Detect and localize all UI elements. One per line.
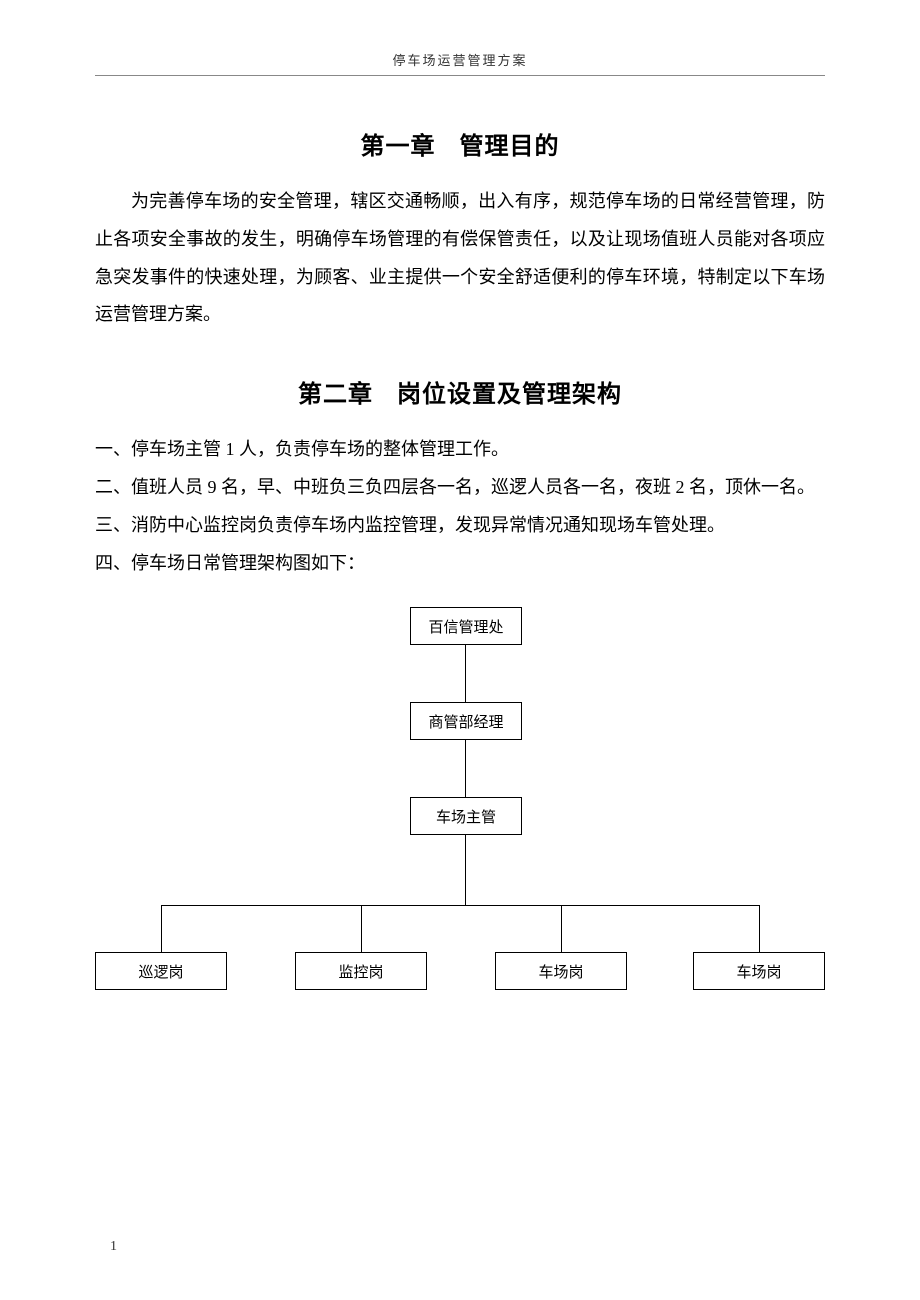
page-header-title: 停车场运营管理方案 bbox=[95, 50, 825, 69]
org-connector-6 bbox=[561, 905, 562, 952]
chapter-2-item-4: 四、停车场日常管理架构图如下： bbox=[95, 545, 825, 583]
org-node-leaf3: 车场岗 bbox=[495, 952, 627, 990]
org-node-leaf2: 监控岗 bbox=[295, 952, 427, 990]
header-divider bbox=[95, 75, 825, 76]
org-node-level3: 车场主管 bbox=[410, 797, 522, 835]
chapter-1-heading: 第一章管理目的 bbox=[95, 126, 825, 161]
org-connector-5 bbox=[361, 905, 362, 952]
org-connector-2 bbox=[465, 835, 466, 905]
org-connector-4 bbox=[161, 905, 162, 952]
org-chart: 百信管理处商管部经理车场主管巡逻岗 监控岗 车场岗 车场岗 bbox=[95, 607, 825, 997]
chapter-1-paragraph: 为完善停车场的安全管理，辖区交通畅顺，出入有序，规范停车场的日常经营管理，防止各… bbox=[95, 183, 825, 334]
org-connector-1 bbox=[465, 740, 466, 797]
org-node-level2: 商管部经理 bbox=[410, 702, 522, 740]
chapter-2-heading: 第二章岗位设置及管理架构 bbox=[95, 374, 825, 409]
chapter-2-item-1: 一、停车场主管 1 人，负责停车场的整体管理工作。 bbox=[95, 431, 825, 469]
chapter-2-prefix: 第二章 bbox=[298, 381, 373, 408]
org-connector-3 bbox=[161, 905, 759, 906]
org-connector-0 bbox=[465, 645, 466, 702]
page-number: 1 bbox=[110, 1239, 117, 1255]
org-node-leaf1: 巡逻岗 bbox=[95, 952, 227, 990]
chapter-2-item-3: 三、消防中心监控岗负责停车场内监控管理，发现异常情况通知现场车管处理。 bbox=[95, 507, 825, 545]
chapter-2-title: 岗位设置及管理架构 bbox=[397, 381, 622, 408]
org-node-level1: 百信管理处 bbox=[410, 607, 522, 645]
chapter-1-prefix: 第一章 bbox=[361, 133, 436, 160]
org-node-leaf4: 车场岗 bbox=[693, 952, 825, 990]
org-connector-7 bbox=[759, 905, 760, 952]
chapter-1-title: 管理目的 bbox=[460, 133, 560, 160]
chapter-2-item-2: 二、值班人员 9 名，早、中班负三负四层各一名，巡逻人员各一名，夜班 2 名，顶… bbox=[95, 469, 825, 507]
